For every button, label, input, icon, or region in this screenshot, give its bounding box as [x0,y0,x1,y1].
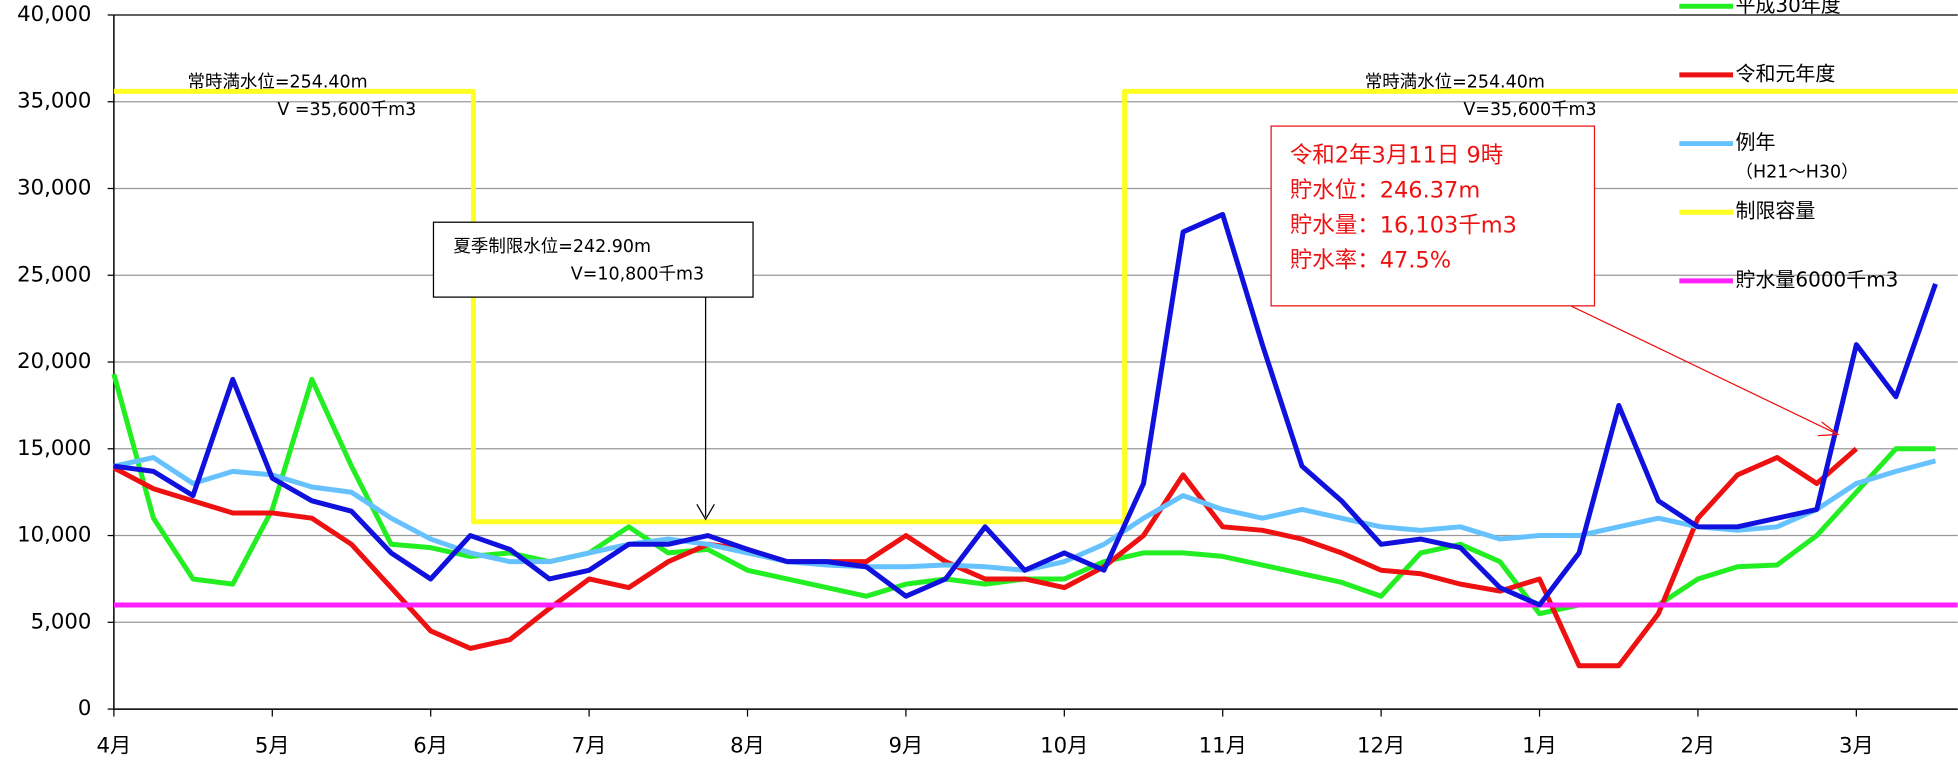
x-tick-label: 2月 [1681,734,1716,759]
grid: 0 5,000 10,000 15,000 20,000 25,000 30,000 35,0… [17,2,1958,759]
x-tick-label: 9月 [889,734,924,759]
annotation: 貯水量：16,103千m3 [1290,212,1517,238]
legend-sublabel: （H21～H30） [1736,162,1859,182]
y-tick-label: 40,000 [17,2,91,27]
y-tick-label: 10,000 [17,523,91,548]
x-tick-label: 5月 [255,734,290,759]
annotation: V =35,600千m3 [277,100,416,120]
annotation: 常時満水位=254.40m [1365,72,1545,92]
series-line [112,446,1858,669]
annotation-arrowhead [696,504,715,521]
series-line [113,211,1938,608]
y-tick-label: 5,000 [31,609,92,634]
legend-label: 貯水量6000千m3 [1736,267,1899,291]
annotations: 常時満水位=254.40m V =35,600千m3 常時満水位=254.40m… [188,72,1840,521]
series-line [113,88,1958,525]
annotation: 常時満水位=254.40m [188,72,368,92]
annotation: 令和2年3月11日 9時 [1290,143,1503,169]
annotation: V=10,800千m3 [571,265,704,285]
annotation-arrowhead [1817,421,1840,437]
y-tick-label: 0 [78,696,92,721]
x-tick-label: 6月 [413,734,448,759]
annotation: 貯水率：47.5% [1290,247,1451,273]
y-tick-label: 20,000 [17,349,91,374]
y-tick-label: 30,000 [17,176,91,201]
y-tick-label: 35,000 [17,89,91,114]
annotation-arrow [1570,305,1839,435]
annotation: 夏季制限水位=242.90m [453,237,651,257]
x-tick-label: 4月 [97,734,132,759]
annotation: 貯水位：246.37m [1290,178,1480,204]
legend-label: 制限容量 [1736,199,1816,223]
x-tick-label: 3月 [1839,734,1874,759]
legend-label: 例年 [1736,130,1776,154]
plot [111,88,1958,669]
annotation: V=35,600千m3 [1463,100,1596,120]
y-tick-label: 25,000 [17,262,91,287]
annotation-box [1270,125,1596,307]
x-tick-label: 10月 [1040,734,1088,759]
x-tick-label: 8月 [730,734,765,759]
x-tick-label: 7月 [572,734,607,759]
legend-label: 令和元年度 [1736,61,1836,85]
legend-label: 平成30年度 [1736,0,1841,17]
annotation-box [432,221,754,298]
x-tick-label: 1月 [1522,734,1557,759]
y-tick-label: 15,000 [17,436,91,461]
x-tick-label: 11月 [1199,734,1247,759]
x-tick-label: 12月 [1357,734,1405,759]
